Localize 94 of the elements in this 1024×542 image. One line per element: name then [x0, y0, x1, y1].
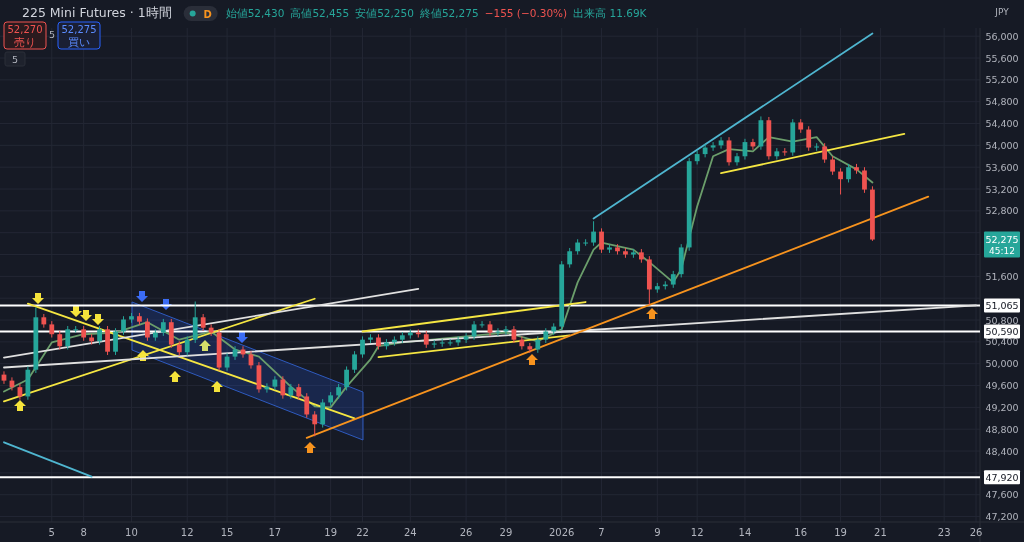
x-tick-label: 29 [499, 527, 513, 538]
x-tick-label: 10 [125, 527, 138, 538]
candlestick [57, 330, 63, 351]
y-tick-label: 55,600 [985, 52, 1019, 64]
candlestick [280, 375, 286, 400]
line-series [3, 136, 874, 409]
candlestick [360, 335, 365, 359]
candlestick [352, 350, 357, 374]
text: 52,275 [985, 233, 1019, 245]
candlestick [806, 125, 812, 152]
x-tick-label: 22 [356, 527, 369, 538]
annotation: 買い [68, 36, 90, 49]
candlestick [599, 227, 604, 254]
candlestick [97, 325, 102, 346]
annotation: 52,270 [7, 24, 43, 35]
candlestick [168, 318, 174, 349]
y-tick-label: 48,400 [985, 445, 1019, 457]
y-tick-label: 56,000 [985, 30, 1019, 42]
y-tick-label: 52,800 [985, 205, 1019, 217]
y-tick-label: 54,000 [985, 139, 1019, 151]
text: 225 Mini Futures · 1時間 [22, 5, 172, 20]
annotation: 52,275 [61, 24, 97, 35]
y-tick-label: 54,800 [985, 96, 1019, 108]
x-tick-label: 8 [80, 527, 87, 538]
text: 安値52,250 [355, 7, 414, 19]
candlestick [304, 392, 310, 419]
candlestick [463, 332, 469, 344]
candlestick [344, 365, 349, 391]
candlestick [113, 327, 118, 356]
text: 45:12 [989, 245, 1015, 256]
x-tick-label: 21 [874, 527, 887, 538]
x-tick-label: 19 [834, 527, 847, 538]
x-tick-label: 24 [403, 527, 417, 538]
candlestick [838, 167, 843, 195]
text: D [203, 8, 212, 20]
candlestick [702, 143, 708, 158]
text: JPY [994, 7, 1010, 17]
candlestick [208, 323, 214, 337]
x-tick-label: 19 [324, 527, 338, 538]
candlestick [822, 142, 828, 164]
candlestick [846, 163, 851, 183]
candlestick [145, 317, 150, 342]
text: 出来高 11.69K [573, 7, 648, 19]
y-tick-label: 48,800 [985, 423, 1019, 435]
candlestick [710, 141, 716, 152]
text: −155 (−0.30%) [484, 7, 568, 19]
candlestick [830, 155, 835, 176]
x-tick-label: 5 [48, 527, 55, 538]
y-tick-label: 47,200 [985, 511, 1019, 523]
y-tick-label: 50,800 [985, 314, 1019, 326]
candlestick [567, 247, 573, 269]
ref-line-label: 51,065 [985, 300, 1019, 312]
x-tick-label: 12 [690, 527, 704, 538]
candlestick [519, 335, 525, 351]
candlestick [105, 325, 110, 356]
y-tick-label: 54,400 [985, 118, 1019, 130]
annotation: 5 [48, 29, 56, 40]
candlestick [184, 335, 190, 357]
text: 終値52,275 [418, 7, 479, 19]
y-tick-label: 51,600 [985, 270, 1019, 282]
annotation: 売り [14, 36, 36, 49]
candlestick [495, 327, 501, 337]
x-tick-label: 23 [937, 527, 951, 538]
x-tick-label: 2026 [548, 527, 575, 538]
x-tick-label: 16 [794, 527, 808, 538]
y-tick-label: 50,000 [985, 358, 1019, 370]
x-tick-label: 14 [738, 527, 752, 538]
y-tick-label: 53,200 [985, 183, 1019, 195]
candlestick [272, 375, 278, 391]
x-tick-label: 26 [459, 527, 473, 538]
candlestick [192, 300, 198, 344]
candlestick [121, 315, 126, 336]
x-tick-label: 7 [598, 527, 605, 538]
candlestick [65, 325, 71, 351]
x-tick-label: 9 [654, 527, 661, 538]
y-tick-label: 55,200 [985, 74, 1019, 86]
ref-line-label: 47,920 [985, 471, 1019, 483]
y-tick-label: 47,600 [985, 489, 1019, 501]
candlestick [862, 166, 867, 194]
x-tick-label: 26 [969, 527, 983, 538]
candlestick [320, 398, 326, 429]
ref-line-label: 50,590 [985, 326, 1019, 337]
x-tick-label: 15 [220, 527, 234, 538]
annotation: 5 [11, 54, 19, 65]
candlestick [312, 410, 318, 437]
candlestick [591, 220, 596, 247]
x-tick-label: 12 [180, 527, 194, 538]
text: 高値52,455 [290, 7, 350, 19]
y-tick-label: 53,600 [985, 161, 1019, 173]
text: 始値52,430 [225, 7, 285, 19]
y-tick-label: 49,600 [985, 380, 1019, 392]
x-tick-label: 17 [268, 527, 282, 538]
y-tick-label: 50,400 [985, 336, 1019, 348]
y-tick-label: 49,200 [985, 401, 1019, 413]
